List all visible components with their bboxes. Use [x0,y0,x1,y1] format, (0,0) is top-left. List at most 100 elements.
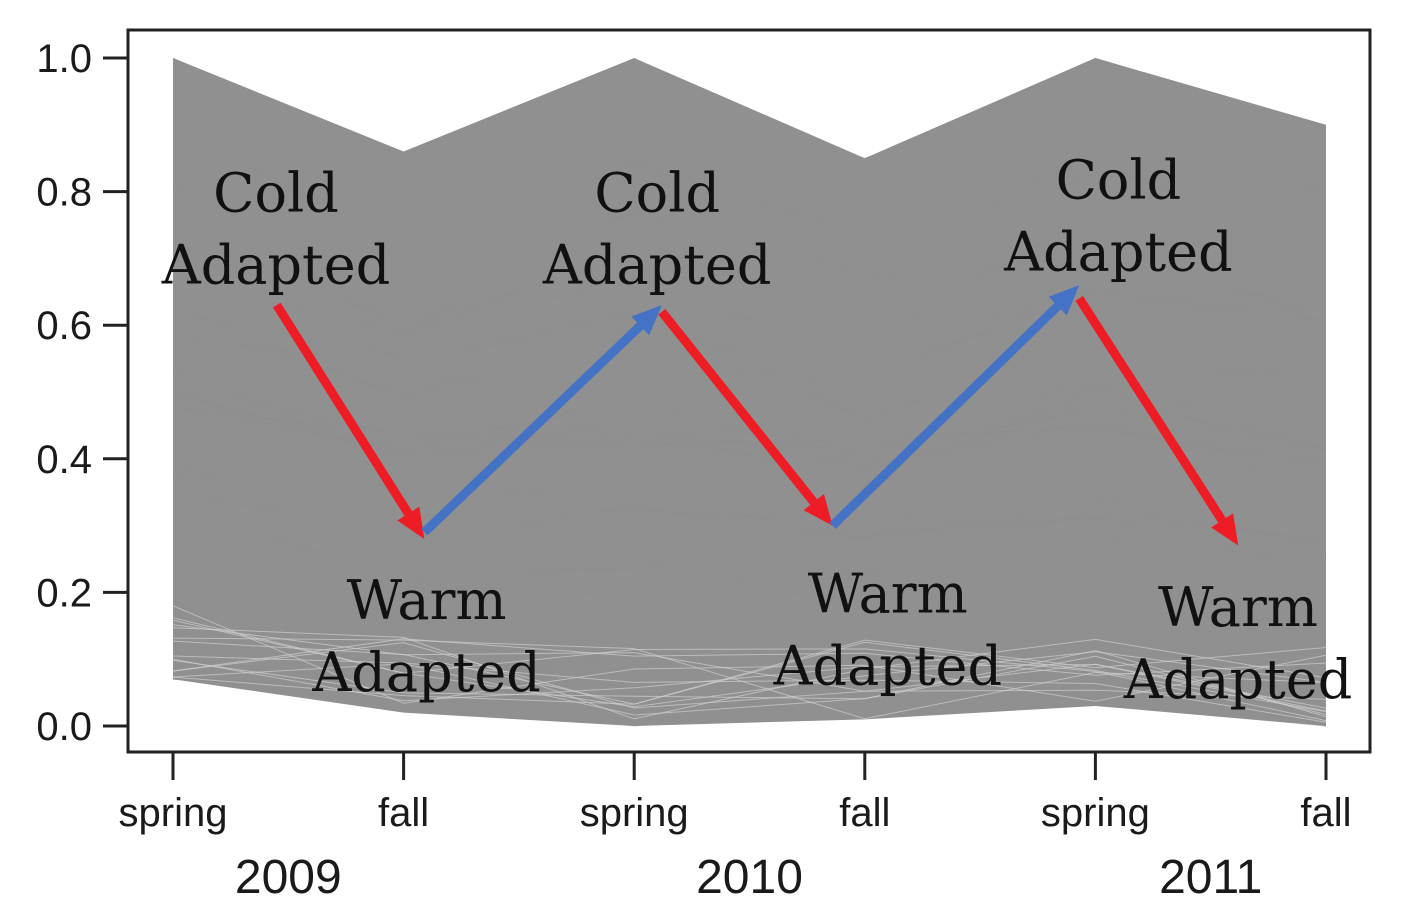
trajectory-strand [172,458,1327,581]
trajectory-strand [172,325,1327,427]
year-label: 2009 [235,851,342,904]
trajectory-strand [172,517,1327,571]
trajectory-strand [172,612,1327,684]
adaptation-label-line2: Adapted [1003,220,1233,283]
trajectory-strand [172,447,1327,545]
trajectory-strand [172,618,1327,701]
trajectory-outlier [172,605,1327,704]
adaptation-label-line2: Adapted [311,641,541,704]
trajectory-strand [172,380,1327,490]
arrow-head [1048,285,1080,316]
trajectory-strand [172,490,1327,547]
y-tick-label: 0.6 [36,304,92,348]
trajectory-outlier [172,627,1327,720]
x-tick-label: fall [378,791,429,835]
transition-arrows [272,285,1239,546]
trajectory-strand [172,607,1327,671]
trajectory-outlier [172,637,1327,720]
adaptation-label-line1: Cold [594,162,720,225]
trajectory-strand [172,242,1327,364]
trajectory-strand [172,232,1327,345]
trajectory-strand [172,460,1327,550]
trajectory-strand [172,207,1327,323]
adaptation-label-line1: Cold [213,162,339,225]
trajectory-outlier [172,658,1327,712]
x-axis: spring fall spring fall spring fall 2009 2010 20… [119,750,1352,904]
trajectory-strand [172,596,1327,629]
trajectory-outlier [172,638,1327,676]
adaptation-label-line1: Warm [347,569,507,632]
trajectory-strand [172,310,1327,407]
trajectory-strand [172,340,1327,443]
trajectory-strand [172,404,1327,518]
y-tick-label: 1.0 [36,37,92,81]
trajectory-strand [172,634,1327,723]
trajectory-strand [172,162,1327,258]
trajectory-strand [172,523,1327,610]
trajectory-strand [172,275,1327,350]
adaptation-label-line2: Adapted [542,234,772,297]
trajectory-strand [172,448,1327,523]
trajectory-strand [172,391,1327,471]
y-tick-label: 0.8 [36,171,92,215]
trajectory-strand [172,475,1327,584]
adaptation-label: Cold Adapted [161,162,391,297]
trajectory-strand [172,611,1327,648]
trajectory-strand [172,77,1327,183]
adaptation-label-line1: Warm [1158,576,1318,639]
y-axis: 0.0 0.2 0.4 0.6 0.8 1.0 [36,37,128,749]
trajectory-strand [172,309,1327,372]
trajectory-strand [172,550,1327,654]
trajectory-strand [172,190,1327,333]
transition-arrow [1075,296,1239,546]
x-tick-label: fall [1300,791,1351,835]
arrow-shaft [1075,296,1226,523]
annotation-labels: Cold Adapted Warm Adapted Cold Adapted Warm Ada… [161,148,1353,711]
trajectory-outlier [172,655,1327,723]
arrow-head [1211,513,1239,546]
trajectory-strand [172,359,1327,463]
trajectory-strand [172,401,1327,499]
adaptation-label: Warm Adapted [1123,576,1353,711]
adaptation-label-line1: Warm [808,562,968,625]
adaptation-label: Warm Adapted [773,562,1003,697]
x-tick-label: spring [1041,791,1150,835]
trajectory-strand [172,421,1327,541]
adaptation-label-line2: Adapted [773,634,1003,697]
year-label: 2011 [1159,851,1262,904]
trajectory-strand [172,141,1327,283]
trajectory-strand [172,57,1327,193]
trajectory-strand [172,309,1327,398]
adaptation-label: Cold Adapted [1003,148,1233,283]
trajectory-strand [172,552,1327,640]
arrow-shaft [658,309,818,505]
trajectory-strand [172,651,1327,700]
trajectory-strand [172,500,1327,584]
adaptation-label-line2: Adapted [161,234,391,297]
trajectory-band-fill [173,58,1326,726]
transition-arrow [829,285,1080,529]
trajectory-strand [172,354,1327,428]
trajectory-strand [172,574,1327,621]
transition-arrow [272,302,425,539]
trajectory-outlier [172,641,1327,713]
x-tick-label: fall [839,791,890,835]
trajectory-strand [172,495,1327,596]
adaptation-label-line2: Adapted [1123,648,1353,711]
x-tick-label: spring [119,791,228,835]
trajectory-outlier [172,624,1327,709]
trajectory-strand [172,122,1327,249]
trajectory-strand [172,268,1327,371]
trajectory-strand [172,57,1327,181]
y-tick-label: 0.2 [36,571,92,615]
trajectory-strand [172,195,1327,321]
arrow-head [803,494,833,526]
trajectory-strand [172,678,1327,727]
trajectory-strand [172,582,1327,680]
x-tick-label: spring [580,791,689,835]
trajectory-strand [172,653,1327,695]
adaptation-label-line1: Cold [1056,148,1182,211]
arrow-shaft [421,322,644,536]
adaptation-label: Warm Adapted [311,569,541,704]
